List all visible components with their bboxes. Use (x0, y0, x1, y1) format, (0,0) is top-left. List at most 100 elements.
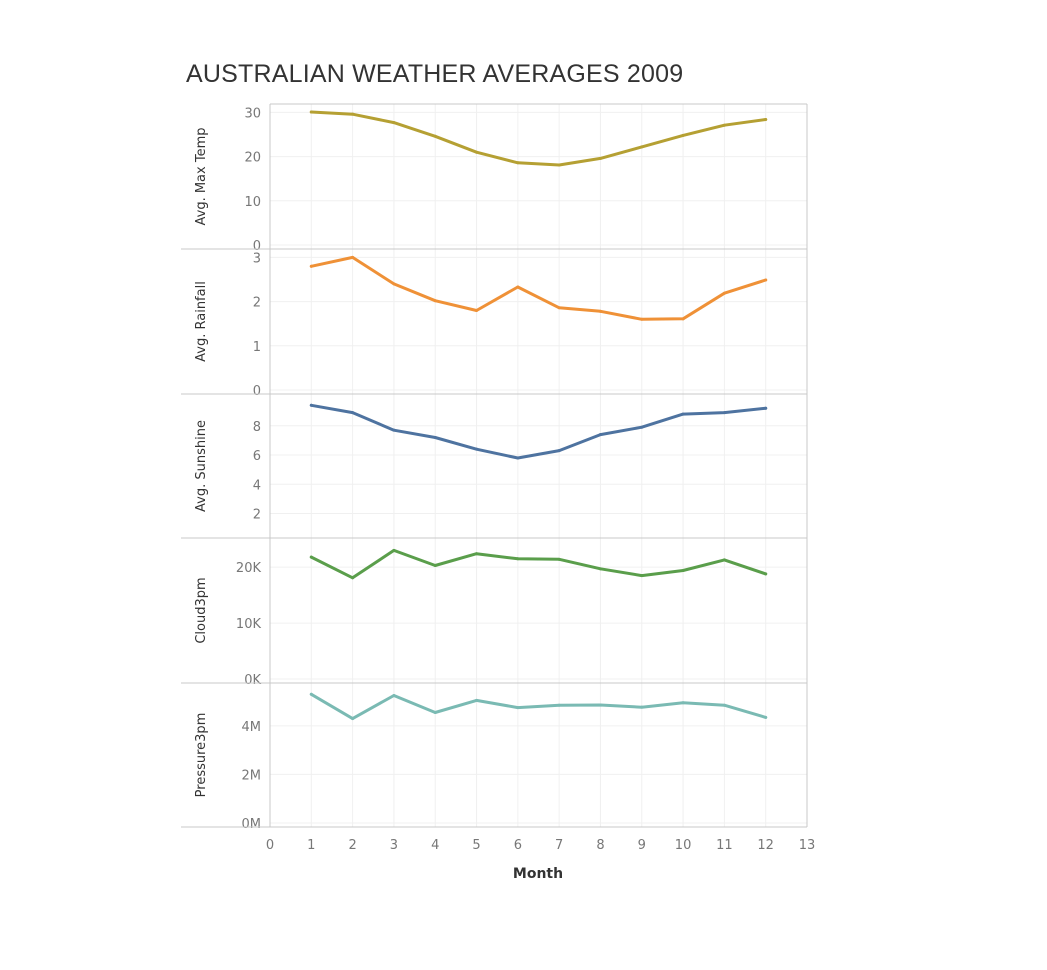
x-tick-label: 8 (596, 838, 604, 853)
data-point (516, 456, 520, 460)
y-tick-label: 20 (244, 151, 261, 166)
x-tick-label: 12 (757, 838, 774, 853)
x-axis-label: Month (513, 866, 563, 882)
series-line (309, 255, 768, 321)
y-tick-label: 6 (253, 449, 261, 464)
y-axis-label: Avg. Rainfall (194, 281, 209, 362)
data-point (351, 411, 355, 415)
x-tick-label: 1 (307, 838, 315, 853)
data-point (433, 435, 437, 439)
data-point (640, 574, 644, 578)
data-point (598, 567, 602, 571)
data-point (392, 121, 396, 125)
data-point (392, 282, 396, 286)
y-tick-label: 2 (253, 508, 261, 523)
data-point (475, 447, 479, 451)
x-tick-label: 6 (514, 838, 522, 853)
y-tick-label: 0 (253, 239, 261, 254)
data-point (433, 299, 437, 303)
data-point (640, 705, 644, 709)
x-tick-label: 13 (799, 838, 816, 853)
data-point (722, 558, 726, 562)
data-point (557, 703, 561, 707)
data-point (475, 552, 479, 556)
data-point (516, 285, 520, 289)
y-tick-label: 0 (253, 384, 261, 399)
series-line (309, 692, 768, 721)
y-tick-label: 10 (244, 195, 261, 210)
data-point (722, 703, 726, 707)
x-tick-label: 9 (638, 838, 646, 853)
data-point (640, 425, 644, 429)
data-point (516, 161, 520, 165)
data-point (309, 403, 313, 407)
y-axis-label: Avg. Sunshine (194, 420, 209, 512)
series-line (309, 110, 768, 167)
data-point (433, 563, 437, 567)
x-tick-label: 2 (348, 838, 356, 853)
data-point (722, 411, 726, 415)
data-point (392, 694, 396, 697)
x-tick-label: 11 (716, 838, 733, 853)
x-tick-label: 10 (675, 838, 692, 853)
data-point (309, 110, 313, 114)
data-point (433, 134, 437, 138)
data-point (557, 306, 561, 310)
data-point (764, 715, 768, 719)
y-tick-label: 0M (242, 817, 262, 832)
data-point (722, 291, 726, 295)
data-point (351, 717, 355, 721)
data-point (640, 317, 644, 321)
data-point (309, 264, 313, 268)
data-point (516, 557, 520, 561)
y-tick-label: 4 (253, 478, 261, 493)
data-point (681, 317, 685, 321)
data-point (351, 576, 355, 580)
y-tick-label: 0K (244, 673, 261, 688)
series-line (309, 548, 768, 580)
data-point (557, 557, 561, 561)
pane-avg-max-temp: 0 10 20 30 Avg. Max Temp (194, 106, 807, 254)
data-point (516, 706, 520, 710)
data-point (309, 692, 313, 696)
chart-title: AUSTRALIAN WEATHER AVERAGES 2009 (186, 60, 684, 88)
pane-pressure3pm: 0M 2M 4M Pressure3pm (194, 692, 807, 832)
y-tick-label: 8 (253, 420, 261, 435)
pane-avg-sunshine: 2 4 6 8 Avg. Sunshine (194, 403, 807, 523)
data-point (598, 703, 602, 707)
data-point (681, 133, 685, 137)
y-axis-label: Pressure3pm (194, 713, 209, 798)
data-point (598, 156, 602, 160)
data-point (309, 555, 313, 559)
data-point (598, 433, 602, 437)
data-point (392, 428, 396, 432)
data-point (475, 308, 479, 312)
y-axis-label: Avg. Max Temp (194, 128, 209, 226)
data-point (598, 309, 602, 313)
y-tick-label: 30 (244, 106, 261, 121)
data-point (681, 412, 685, 416)
data-point (351, 255, 355, 259)
data-point (433, 711, 437, 714)
data-point (392, 548, 396, 552)
y-tick-label: 3 (253, 251, 261, 266)
x-tick-label: 5 (472, 838, 480, 853)
y-tick-label: 2M (242, 768, 262, 783)
y-tick-label: 1 (253, 340, 261, 355)
x-tick-label: 0 (266, 838, 274, 853)
data-point (640, 145, 644, 149)
data-point (475, 150, 479, 154)
data-point (764, 406, 768, 410)
series-line (309, 403, 768, 460)
data-point (722, 123, 726, 127)
y-tick-label: 20K (236, 561, 262, 576)
data-point (557, 163, 561, 167)
x-tick-label: 4 (431, 838, 439, 853)
x-tick-label: 7 (555, 838, 563, 853)
x-tick-label: 3 (390, 838, 398, 853)
y-tick-label: 2 (253, 296, 261, 311)
data-point (681, 569, 685, 573)
y-tick-label: 4M (242, 720, 262, 735)
data-point (351, 112, 355, 116)
